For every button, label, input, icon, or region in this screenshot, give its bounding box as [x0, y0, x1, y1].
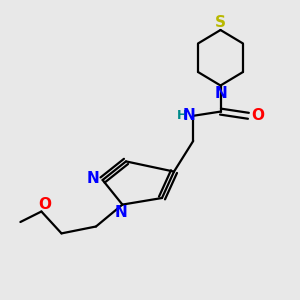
Text: H: H [177, 109, 187, 122]
Text: N: N [214, 86, 227, 101]
Text: O: O [251, 108, 264, 123]
Text: N: N [182, 108, 195, 123]
Text: N: N [86, 171, 99, 186]
Text: S: S [215, 15, 226, 30]
Text: O: O [38, 197, 52, 212]
Text: N: N [115, 205, 128, 220]
